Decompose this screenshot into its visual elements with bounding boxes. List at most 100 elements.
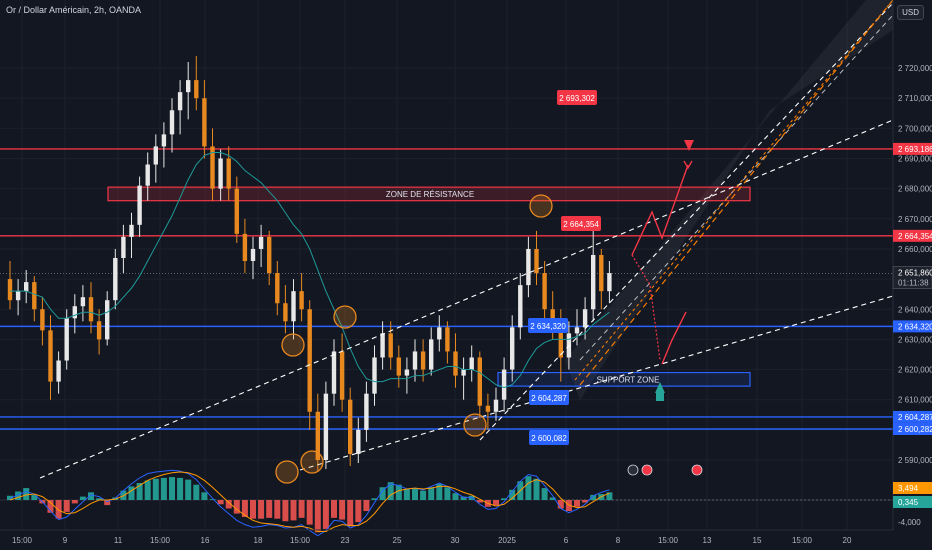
histogram-bar — [274, 500, 281, 519]
candle-body — [210, 146, 215, 189]
level-badge-text: 2 634,320 — [898, 322, 932, 331]
time-tick-label: 15:00 — [792, 536, 813, 545]
histogram-bar — [63, 500, 70, 512]
candle-body — [356, 429, 361, 454]
histogram-bar — [347, 500, 354, 527]
histogram-bar — [209, 499, 216, 500]
histogram-bar — [525, 476, 532, 500]
histogram-bar — [420, 490, 427, 500]
signal-line — [9, 471, 610, 532]
price-label-box — [557, 90, 597, 105]
histogram-bar — [144, 480, 151, 500]
histogram-bar — [549, 497, 556, 500]
drawings-front: 2 693,302 2 664,354 2 634,320 2 604,287 2 60… — [39, 0, 894, 484]
price-tick-label: 2 640,000 — [898, 305, 932, 314]
candle-body — [56, 360, 61, 382]
countdown-text: 01:11:38 — [898, 278, 929, 287]
histogram-bar — [387, 482, 394, 500]
candle-body — [226, 158, 231, 189]
lightning-icon — [627, 464, 639, 476]
resistance-zone-label: ZONE DE RÉSISTANCE — [386, 190, 474, 199]
histogram-bar — [428, 487, 435, 500]
histogram-bar — [79, 496, 86, 500]
price-tick-label: 2 630,000 — [898, 335, 932, 344]
candle-body — [364, 393, 369, 430]
currency-button[interactable]: USD — [897, 5, 924, 20]
time-tick-label: 15:00 — [150, 536, 171, 545]
candle-body — [323, 393, 329, 460]
level-badge-text: 2 604,287 — [898, 413, 932, 422]
histogram-bar — [88, 492, 94, 500]
time-tick-label: 18 — [254, 536, 263, 545]
time-tick-label: 11 — [114, 536, 123, 545]
candle-body — [64, 318, 69, 361]
candle-body — [161, 134, 167, 147]
osc-tick-label: -4,000 — [898, 518, 921, 527]
candle-body — [267, 236, 272, 274]
candle-body — [24, 282, 29, 292]
time-tick-label: 15:00 — [12, 536, 33, 545]
histogram-bar — [444, 487, 451, 500]
candle-body — [388, 333, 393, 358]
highlight-circle — [300, 450, 324, 474]
histogram-bar — [476, 500, 483, 503]
histogram-bar — [298, 500, 305, 518]
histogram-bar — [31, 494, 38, 500]
trendline-lower — [299, 295, 894, 471]
histogram-bar — [557, 500, 564, 509]
highlight-circle — [529, 194, 553, 218]
histogram-bar — [250, 500, 256, 519]
candle-body — [234, 188, 239, 234]
candle-body — [113, 257, 118, 301]
support-zone-label: SUPPORT ZONE — [597, 375, 660, 384]
histogram-bar — [152, 478, 159, 500]
histogram-bar — [266, 500, 273, 518]
candle-body — [599, 254, 604, 292]
histogram-bar — [606, 492, 613, 500]
candle-body — [48, 330, 53, 382]
time-tick-label: 16 — [201, 536, 210, 545]
histogram-bar — [185, 479, 192, 500]
candle-body — [542, 273, 547, 310]
candle-body — [291, 291, 296, 322]
histogram-bar — [314, 500, 321, 533]
time-tick-label: 15:00 — [290, 536, 311, 545]
candle-body — [534, 248, 539, 274]
price-tick-label: 2 590,000 — [898, 456, 932, 465]
price-label-text: 2 664,354 — [563, 220, 599, 229]
price-tick-label: 2 710,000 — [898, 94, 932, 103]
moving-average-line — [10, 151, 610, 389]
histogram-bar — [403, 488, 410, 500]
flag-icon — [641, 464, 653, 476]
candle-body — [372, 357, 377, 394]
candle-body — [145, 164, 150, 186]
candle-body — [510, 327, 515, 370]
time-axis[interactable]: 15:00 9 11 15:00 16 18 15:00 23 25 30 2025 6 8 15:00 1… — [0, 529, 893, 545]
candle-body — [582, 309, 588, 328]
candle-body — [105, 300, 110, 340]
price-label-text: 2 693,302 — [559, 94, 595, 103]
price-tick-label: 2 610,000 — [898, 396, 932, 405]
highlight-circle — [275, 460, 299, 484]
time-tick-label: 2025 — [498, 536, 516, 545]
candle-body — [607, 273, 612, 292]
histogram-bar — [379, 487, 386, 500]
histogram-bar — [533, 478, 540, 500]
osc-value-signal: 3,494 — [898, 484, 919, 493]
level-badge-text: 2 600,282 — [898, 425, 932, 434]
level-badge — [893, 229, 932, 242]
candle-body — [275, 273, 280, 304]
level-badge-text: 2 693,186 — [898, 145, 932, 154]
price-label-box — [529, 430, 569, 445]
histogram-bar — [493, 500, 499, 506]
time-tick-label: 6 — [564, 536, 569, 545]
candle-body — [380, 333, 385, 358]
candle-body — [412, 351, 418, 370]
osc-value-hist: 0,345 — [898, 498, 919, 507]
up-arrow-icon — [655, 382, 665, 393]
candle-body — [429, 339, 434, 370]
